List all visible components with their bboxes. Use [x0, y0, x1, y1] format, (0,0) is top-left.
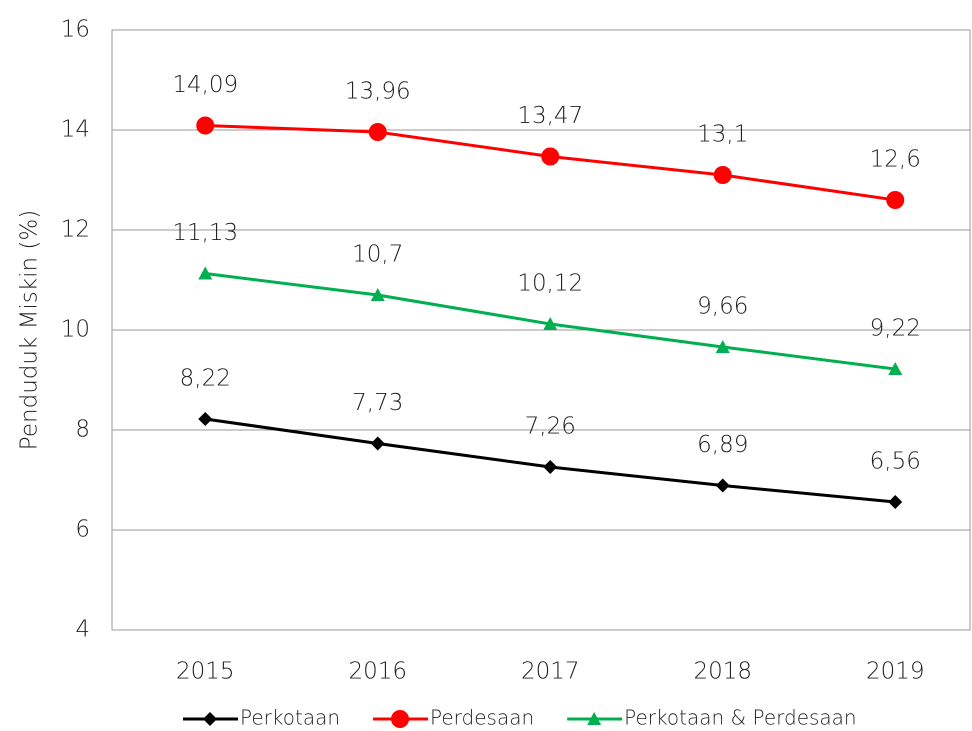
point [541, 147, 560, 166]
data-label: 10,7 [352, 242, 403, 268]
data-label: 7,26 [525, 414, 576, 440]
data-label: 13,47 [517, 103, 583, 129]
data-label: 8,22 [180, 366, 231, 392]
point [715, 340, 730, 353]
data-label: 6,89 [697, 432, 748, 458]
data-label: 6,56 [870, 449, 921, 475]
point [391, 710, 410, 728]
x-tick-label: 2017 [521, 659, 580, 685]
point [888, 495, 903, 509]
point [196, 116, 215, 135]
data-label: 10,12 [517, 271, 583, 297]
x-tick-label: 2018 [693, 659, 752, 685]
point [543, 460, 558, 474]
point [368, 123, 387, 141]
data-label: 11,13 [172, 220, 238, 246]
x-tick-label: 2019 [866, 659, 925, 685]
y-tick-label: 4 [75, 617, 90, 643]
y-tick-label: 12 [61, 217, 90, 243]
point [888, 362, 903, 375]
point [370, 436, 385, 451]
plot-frame [111, 29, 971, 631]
point [198, 266, 213, 280]
point [715, 478, 730, 493]
legend-label: Perkotaan [240, 706, 340, 730]
y-axis-label: Penduduk Miskin (%) [17, 210, 43, 450]
y-tick-label: 8 [75, 417, 90, 443]
point [587, 712, 602, 725]
x-tick-label: 2016 [348, 659, 407, 685]
x-tick-label: 2015 [176, 659, 235, 685]
data-label: 13,1 [697, 122, 748, 148]
point [543, 317, 558, 330]
legend-label: Perkotaan & Perdesaan [624, 706, 856, 730]
y-tick-label: 14 [61, 117, 90, 143]
y-tick-label: 6 [75, 517, 90, 543]
y-tick-label: 16 [61, 17, 90, 43]
data-label: 9,22 [870, 316, 921, 342]
y-tick-label: 10 [61, 317, 90, 343]
data-label: 7,73 [352, 390, 403, 416]
point [203, 712, 217, 726]
data-label: 14,09 [172, 72, 238, 98]
point [198, 412, 213, 426]
point [713, 166, 732, 184]
point [370, 288, 385, 301]
point [886, 191, 905, 209]
data-label: 13,96 [345, 79, 411, 105]
legend-label: Perdesaan [430, 706, 534, 730]
data-label: 12,6 [870, 147, 921, 173]
data-label: 9,66 [697, 294, 748, 320]
